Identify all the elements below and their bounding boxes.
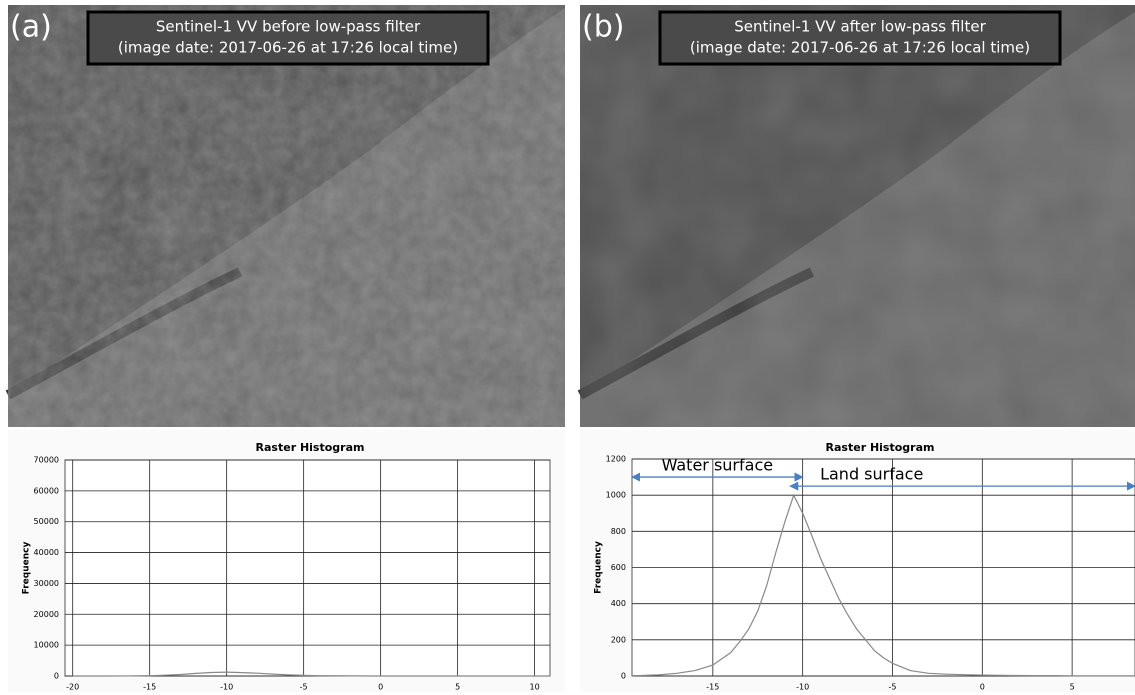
y-tick-label: 600 <box>611 563 626 572</box>
x-tick-label: -15 <box>706 683 719 692</box>
panel-label: (a) <box>10 10 52 45</box>
histogram-chart: Raster Histogram Frequency 0 200 400 600 800 10… <box>580 430 1135 692</box>
y-tick-label: 800 <box>611 527 626 536</box>
y-tick-label: 70000 <box>34 456 59 465</box>
x-tick-label: 5 <box>455 683 460 692</box>
image-title: (image date: 2017-06-26 at 17:26 local t… <box>690 39 1030 57</box>
y-tick-label: 60000 <box>34 486 59 495</box>
x-tick-label: -10 <box>220 683 233 692</box>
image-title: (image date: 2017-06-26 at 17:26 local t… <box>118 39 458 57</box>
y-tick-label: 0 <box>621 672 626 681</box>
y-tick-label: 1200 <box>606 455 626 464</box>
x-tick-label: 10 <box>530 683 540 692</box>
y-tick-label: 1000 <box>606 491 626 500</box>
sar-image-b <box>580 5 1135 427</box>
panel-label: (b) <box>582 10 624 45</box>
histogram-chart: Raster Histogram Frequency 0 10000 20000 3000… <box>8 430 565 692</box>
plot-area <box>65 460 550 676</box>
annotation-text: Land surface <box>820 465 923 484</box>
image-title: Sentinel-1 VV after low-pass filter <box>734 18 986 36</box>
image-title: Sentinel-1 VV before low-pass filter <box>156 18 421 36</box>
annotation-text: Water surface <box>662 456 774 475</box>
figure: (a) Sentinel-1 VV before low-pass filter (… <box>0 0 1135 695</box>
x-tick-label: -15 <box>143 683 156 692</box>
x-tick-label: -5 <box>888 683 896 692</box>
y-tick-label: 400 <box>611 599 626 608</box>
x-tick-label: 0 <box>980 683 985 692</box>
y-axis-label: Frequency <box>22 542 32 595</box>
y-tick-label: 0 <box>54 672 59 681</box>
x-tick-label: -5 <box>300 683 308 692</box>
chart-title: Raster Histogram <box>826 441 935 454</box>
chart-title: Raster Histogram <box>256 441 365 454</box>
y-axis-label: Frequency <box>594 541 604 594</box>
x-tick-label: -10 <box>796 683 809 692</box>
y-tick-label: 30000 <box>34 579 59 588</box>
y-tick-label: 20000 <box>34 610 59 619</box>
x-tick-label: 5 <box>1070 683 1075 692</box>
y-tick-label: 50000 <box>34 517 59 526</box>
y-tick-label: 40000 <box>34 548 59 557</box>
y-tick-label: 10000 <box>34 641 59 650</box>
x-tick-label: -20 <box>66 683 79 692</box>
sar-image-a <box>8 5 565 427</box>
x-tick-label: 0 <box>378 683 383 692</box>
y-tick-label: 200 <box>611 635 626 644</box>
